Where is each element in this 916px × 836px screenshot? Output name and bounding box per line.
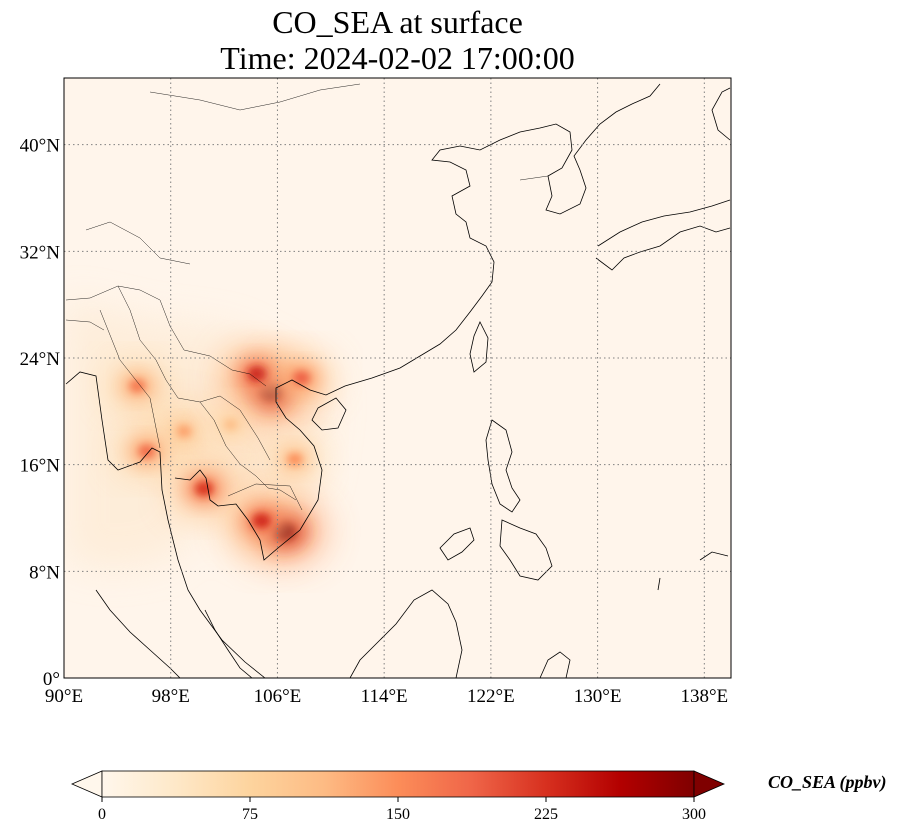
lon-tick-label: 98°E: [152, 686, 190, 707]
co-hotspot: [267, 438, 322, 481]
lon-tick-label: 130°E: [574, 686, 622, 707]
lat-tick-label: 40°N: [20, 136, 61, 157]
title-line-2: Time: 2024-02-02 17:00:00: [220, 40, 575, 76]
lon-tick-label: 90°E: [45, 686, 83, 707]
co-hotspot: [271, 354, 332, 402]
latitude-labels: 0° 8°N 16°N 24°N 32°N 40°N: [20, 136, 61, 690]
colorbar-extend-max: [693, 770, 726, 798]
colorbar-tick-label: 75: [242, 806, 258, 823]
lon-tick-label: 138°E: [680, 686, 728, 707]
gridlines: [64, 78, 731, 678]
colorbar-tick-label: 150: [386, 806, 410, 823]
co-hotspot: [227, 494, 296, 547]
title-line-1: CO_SEA at surface: [272, 4, 523, 40]
lat-tick-label: 32°N: [20, 242, 61, 263]
lat-tick-label: 16°N: [20, 456, 61, 477]
co-hotspot: [207, 406, 255, 444]
colorbar-ticks: 0 75 150 225 300: [98, 797, 706, 823]
colorbar: 0 75 150 225 300 CO_SEA (ppbv): [70, 770, 887, 823]
co-hotspot: [171, 463, 237, 515]
colorbar-extend-min: [70, 770, 103, 798]
colorbar-gradient: [101, 770, 695, 798]
colorbar-tick-label: 0: [98, 806, 106, 823]
lon-tick-label: 122°E: [467, 686, 515, 707]
longitude-labels: 90°E 98°E 106°E 114°E 122°E 130°E 138°E: [45, 686, 728, 707]
co-hotspot: [108, 363, 167, 409]
colorbar-tick-label: 300: [682, 806, 706, 823]
map-frame: [63, 77, 732, 679]
lat-tick-label: 8°N: [29, 562, 60, 583]
lon-tick-label: 106°E: [254, 686, 302, 707]
colorbar-tick-label: 225: [534, 806, 558, 823]
lat-tick-label: 0°: [43, 669, 60, 690]
lat-tick-label: 24°N: [20, 349, 61, 370]
co-hotspot: [117, 428, 177, 475]
country-borders: [65, 83, 549, 511]
co-hotspot-layer: [108, 347, 332, 563]
coastlines: [65, 83, 731, 678]
plot-title: CO_SEA at surface Time: 2024-02-02 17:00…: [64, 4, 731, 76]
colorbar-label: CO_SEA (ppbv): [768, 772, 887, 793]
lon-tick-label: 114°E: [361, 686, 408, 707]
